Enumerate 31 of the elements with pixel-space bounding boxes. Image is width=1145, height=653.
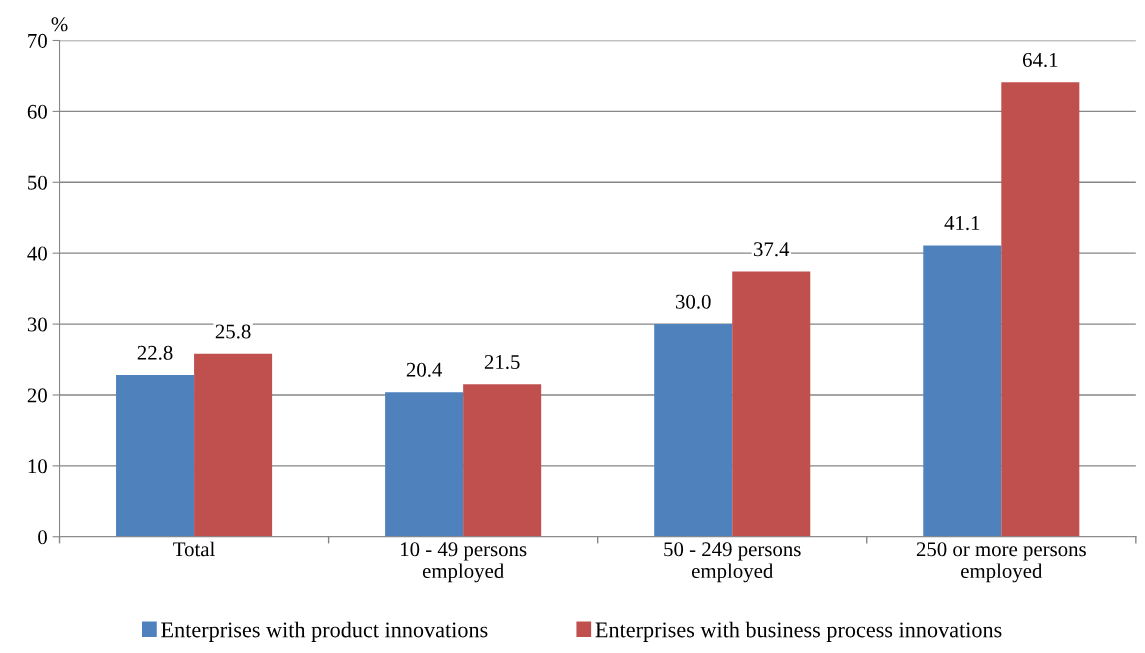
x-tick-label: 50 - 249 persons employed <box>664 542 801 583</box>
bar <box>116 375 195 537</box>
bar <box>385 392 464 537</box>
y-tick-label: 20 <box>27 388 47 403</box>
bar <box>1001 82 1080 537</box>
text: 25.8 <box>215 324 251 339</box>
y-axis-title: % <box>51 17 68 32</box>
text: 22.8 <box>137 345 173 360</box>
legend-label: Enterprises with business process innovations <box>595 621 1002 642</box>
text: 30.0 <box>675 294 711 309</box>
text: 64.1 <box>1022 52 1058 68</box>
y-tick-label: 30 <box>27 317 47 332</box>
y-tick-label: 10 <box>28 459 47 474</box>
bar <box>463 384 542 537</box>
x-tick-label: 250 or more persons employed <box>916 542 1086 583</box>
y-tick-label: 60 <box>27 104 47 119</box>
x-tick-label: Total <box>173 541 215 557</box>
y-tick-label: 70 <box>28 33 47 48</box>
text: 37.4 <box>754 242 790 257</box>
y-tick-label: 40 <box>27 246 47 261</box>
legend-label: Enterprises with product innovations <box>161 621 488 642</box>
bar <box>194 353 273 537</box>
bar <box>732 271 811 537</box>
bar <box>923 245 1002 537</box>
y-tick-label: 0 <box>38 530 47 545</box>
y-tick-label: 50 <box>28 175 47 190</box>
text: 20.4 <box>406 362 443 377</box>
x-tick-label: 10 - 49 persons employed <box>401 542 527 583</box>
text: 41.1 <box>944 216 980 231</box>
bar <box>654 324 733 537</box>
text: 21.5 <box>484 354 520 370</box>
